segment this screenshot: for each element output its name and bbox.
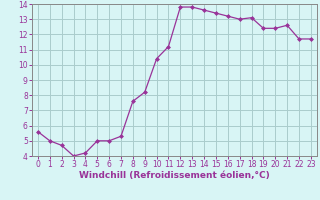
X-axis label: Windchill (Refroidissement éolien,°C): Windchill (Refroidissement éolien,°C) — [79, 171, 270, 180]
